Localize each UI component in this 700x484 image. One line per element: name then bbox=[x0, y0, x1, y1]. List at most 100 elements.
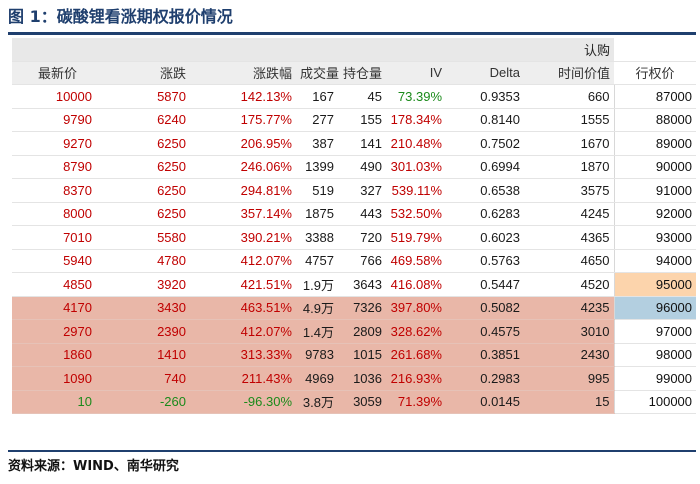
cell-change: 6250 bbox=[96, 155, 190, 179]
header-change-pct: 涨跌幅 bbox=[190, 61, 296, 85]
cell-time-value: 2430 bbox=[524, 343, 615, 367]
header-strike: 行权价 bbox=[614, 61, 697, 85]
header-volume: 成交量 bbox=[296, 61, 339, 85]
cell-change-pct: 206.95% bbox=[190, 131, 296, 156]
cell-open-interest: 7326 bbox=[338, 296, 386, 320]
cell-latest-price: 4850 bbox=[12, 272, 96, 297]
cell-iv: 328.62% bbox=[386, 319, 446, 344]
cell-latest-price: 5940 bbox=[12, 249, 96, 273]
source-note: 资料来源：WIND、南华研究 bbox=[8, 459, 179, 474]
option-quote-table: 认购 最新价 涨跌 涨跌幅 成交量 持仓量 IV Delta 时间价值 行权价 … bbox=[12, 38, 697, 414]
cell-delta: 0.8140 bbox=[446, 108, 524, 132]
cell-delta: 0.5082 bbox=[446, 296, 524, 320]
table-row: 8370 6250 294.81% 519 327 539.11% 0.6538 3575 91… bbox=[12, 178, 697, 203]
strike-group-spacer bbox=[614, 38, 697, 62]
cell-delta: 0.6283 bbox=[446, 202, 524, 226]
cell-iv: 216.93% bbox=[386, 366, 446, 391]
cell-change: -260 bbox=[96, 390, 190, 414]
cell-delta: 0.5763 bbox=[446, 249, 524, 273]
table-row: 10000 5870 142.13% 167 45 73.39% 0.9353 660 8700… bbox=[12, 84, 697, 109]
table-row: 4170 3430 463.51% 4.9万 7326 397.80% 0.5082 4235… bbox=[12, 296, 697, 320]
cell-volume: 4.9万 bbox=[296, 296, 338, 320]
table-row: 1860 1410 313.33% 9783 1015 261.68% 0.3851 2430… bbox=[12, 343, 697, 367]
header-time-value: 时间价值 bbox=[524, 61, 615, 85]
cell-strike: 94000 bbox=[613, 249, 697, 273]
cell-strike: 92000 bbox=[613, 202, 697, 226]
cell-latest-price: 8000 bbox=[12, 202, 96, 226]
cell-time-value: 995 bbox=[524, 366, 615, 391]
cell-change: 6250 bbox=[96, 131, 190, 156]
cell-open-interest: 3643 bbox=[338, 272, 386, 297]
cell-change: 3430 bbox=[96, 296, 190, 320]
cell-change: 4780 bbox=[96, 249, 190, 273]
cell-strike: 88000 bbox=[613, 108, 697, 132]
figure-title: 图 1：碳酸锂看涨期权报价情况 bbox=[8, 7, 233, 26]
cell-volume: 1875 bbox=[296, 202, 338, 226]
cell-iv: 469.58% bbox=[386, 249, 446, 273]
header-delta: Delta bbox=[446, 61, 524, 85]
cell-change-pct: 211.43% bbox=[190, 366, 296, 391]
cell-iv: 539.11% bbox=[386, 178, 446, 203]
cell-change-pct: 421.51% bbox=[190, 272, 296, 297]
cell-delta: 0.2983 bbox=[446, 366, 524, 391]
cell-change-pct: 246.06% bbox=[190, 155, 296, 179]
header-change: 涨跌 bbox=[96, 61, 190, 85]
cell-time-value: 15 bbox=[524, 390, 615, 414]
cell-change-pct: 142.13% bbox=[190, 84, 296, 109]
cell-latest-price: 9270 bbox=[12, 131, 96, 156]
cell-change: 740 bbox=[96, 366, 190, 391]
cell-change-pct: 412.07% bbox=[190, 249, 296, 273]
cell-latest-price: 9790 bbox=[12, 108, 96, 132]
cell-volume: 167 bbox=[296, 84, 338, 109]
cell-iv: 397.80% bbox=[386, 296, 446, 320]
cell-change: 2390 bbox=[96, 319, 190, 344]
cell-volume: 9783 bbox=[296, 343, 338, 367]
cell-delta: 0.5447 bbox=[446, 272, 524, 297]
cell-time-value: 4235 bbox=[524, 296, 615, 320]
table-body: 10000 5870 142.13% 167 45 73.39% 0.9353 660 8700… bbox=[12, 84, 697, 414]
cell-volume: 4969 bbox=[296, 366, 338, 391]
cell-open-interest: 327 bbox=[338, 178, 386, 203]
cell-latest-price: 1860 bbox=[12, 343, 96, 367]
cell-volume: 1.4万 bbox=[296, 319, 338, 344]
cell-latest-price: 2970 bbox=[12, 319, 96, 344]
cell-iv: 416.08% bbox=[386, 272, 446, 297]
cell-volume: 1399 bbox=[296, 155, 338, 179]
cell-change-pct: 412.07% bbox=[190, 319, 296, 344]
header-open-interest: 持仓量 bbox=[338, 61, 386, 85]
cell-open-interest: 443 bbox=[338, 202, 386, 226]
cell-change: 3920 bbox=[96, 272, 190, 297]
cell-open-interest: 2809 bbox=[338, 319, 386, 344]
cell-strike: 91000 bbox=[613, 178, 697, 203]
cell-open-interest: 45 bbox=[338, 84, 386, 109]
column-header-row: 最新价 涨跌 涨跌幅 成交量 持仓量 IV Delta 时间价值 行权价 bbox=[12, 61, 697, 85]
cell-iv: 261.68% bbox=[386, 343, 446, 367]
cell-change: 6240 bbox=[96, 108, 190, 132]
cell-time-value: 1555 bbox=[524, 108, 615, 132]
cell-iv: 71.39% bbox=[386, 390, 446, 414]
cell-open-interest: 490 bbox=[338, 155, 386, 179]
call-group-header: 认购 bbox=[12, 38, 615, 62]
group-header-row: 认购 bbox=[12, 38, 697, 62]
cell-change-pct: 313.33% bbox=[190, 343, 296, 367]
cell-strike: 97000 bbox=[613, 319, 697, 344]
cell-iv: 519.79% bbox=[386, 225, 446, 250]
cell-volume: 519 bbox=[296, 178, 338, 203]
cell-time-value: 3575 bbox=[524, 178, 615, 203]
cell-latest-price: 10 bbox=[12, 390, 96, 414]
cell-time-value: 4520 bbox=[524, 272, 615, 297]
cell-delta: 0.6023 bbox=[446, 225, 524, 250]
cell-strike: 87000 bbox=[613, 84, 697, 109]
table-row: 10 -260 -96.30% 3.8万 3059 71.39% 0.0145 15 10000… bbox=[12, 390, 697, 414]
cell-iv: 178.34% bbox=[386, 108, 446, 132]
cell-iv: 210.48% bbox=[386, 131, 446, 156]
cell-open-interest: 720 bbox=[338, 225, 386, 250]
cell-iv: 301.03% bbox=[386, 155, 446, 179]
table-row: 2970 2390 412.07% 1.4万 2809 328.62% 0.4575 3010… bbox=[12, 319, 697, 344]
cell-change-pct: 357.14% bbox=[190, 202, 296, 226]
cell-strike: 98000 bbox=[613, 343, 697, 367]
bottom-rule bbox=[8, 450, 696, 452]
cell-volume: 4757 bbox=[296, 249, 338, 273]
cell-strike: 95000 bbox=[613, 272, 697, 297]
table-row: 8790 6250 246.06% 1399 490 301.03% 0.6994 1870 9… bbox=[12, 155, 697, 179]
